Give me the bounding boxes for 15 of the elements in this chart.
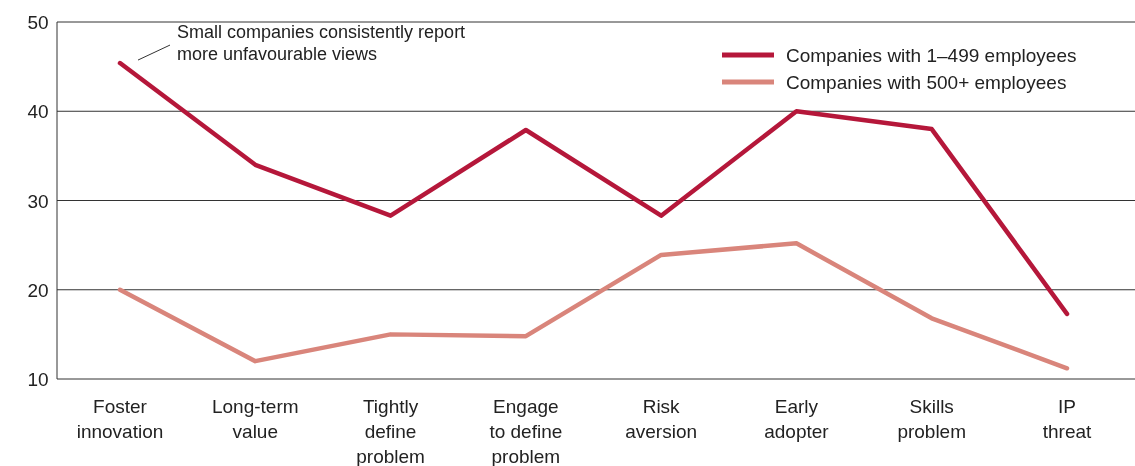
- x-tick-label: Foster innovation: [76, 396, 164, 442]
- y-tick-label: 30: [27, 190, 49, 212]
- y-tick-label: 50: [27, 12, 49, 33]
- y-tick-label: 10: [27, 369, 49, 390]
- x-tick-label: Long-term value: [211, 396, 299, 442]
- y-tick-label: 40: [27, 101, 49, 123]
- line-series: [117, 241, 1070, 371]
- x-tick-label: Skills problem: [897, 396, 967, 442]
- x-tick-label: Early adopter: [764, 396, 830, 442]
- annotation: Small companies consistently report more unfavourable views: [177, 22, 466, 65]
- y-tick-label: 20: [27, 279, 49, 301]
- legend-label: Companies with 1–499 employees: [786, 45, 1077, 66]
- legend-label: Companies with 500+ employees: [786, 72, 1067, 93]
- x-tick-label: Risk aversion: [625, 396, 698, 442]
- x-tick-label: IP threat: [1042, 396, 1093, 442]
